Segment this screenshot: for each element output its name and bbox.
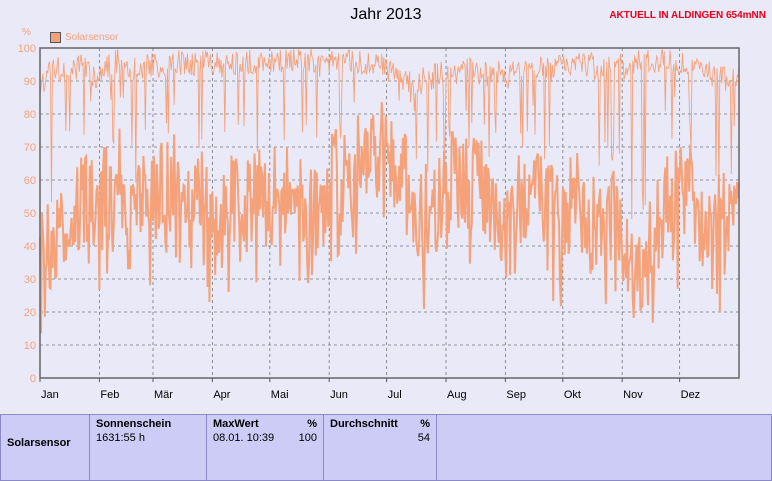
series-layer <box>39 48 740 334</box>
stats-maxwert-cell: MaxWert% 08.01. 10:39 100 <box>206 414 324 481</box>
stats-maxwert-time: 08.01. 10:39 <box>213 432 275 444</box>
stats-sensor-cell: Solarsensor <box>0 414 90 481</box>
x-tick-label: Nov <box>623 389 643 401</box>
stats-durchschnitt-cell: Durchschnitt% 54 <box>323 414 437 481</box>
y-tick-label: 20 <box>24 307 36 319</box>
legend: Solarsensor <box>50 32 118 43</box>
stats-sensor-label: Solarsensor <box>7 437 71 449</box>
series-line-solarsensor-max <box>39 48 740 219</box>
chart-title: Jahr 2013 <box>350 6 422 23</box>
x-tick-label: Aug <box>447 389 467 401</box>
x-tick-label: Jul <box>388 389 402 401</box>
station-label: AKTUELL IN ALDINGEN 654mNN <box>609 10 766 21</box>
x-tick-label: Dez <box>681 389 701 401</box>
x-tick-label: Sep <box>506 389 526 401</box>
stats-durchschnitt-value: 54 <box>417 432 430 444</box>
series-line-solarsensor <box>39 102 740 334</box>
stats-durchschnitt-label: Durchschnitt <box>330 418 398 430</box>
stats-durchschnitt-unit: % <box>420 418 430 430</box>
y-axis: 0 10 20 30 40 50 60 70 80 90 100 <box>18 43 36 385</box>
grid <box>40 48 739 378</box>
y-tick-label: 80 <box>24 109 36 121</box>
x-tick-label: Apr <box>213 389 230 401</box>
legend-label: Solarsensor <box>65 32 119 43</box>
stats-sonnenschein-cell: Sonnenschein 1631:55 h <box>89 414 207 481</box>
y-tick-label: 0 <box>30 373 36 385</box>
stats-empty-cell <box>436 414 772 481</box>
stats-maxwert-value: 100 <box>298 432 317 444</box>
y-axis-unit: % <box>22 27 31 38</box>
y-tick-label: 50 <box>24 208 36 220</box>
stats-maxwert-unit: % <box>307 418 317 430</box>
x-axis: Jan Feb Mär Apr Mai Jun Jul Aug Sep Okt Nov Dez <box>39 378 701 401</box>
y-tick-label: 70 <box>24 142 36 154</box>
y-tick-label: 10 <box>24 340 36 352</box>
y-tick-label: 30 <box>24 274 36 286</box>
chart: 0 10 20 30 40 50 60 70 80 90 100 Jan Feb Mär Apr Mai Ju… <box>18 43 740 401</box>
stats-sonnenschein-value: 1631:55 h <box>96 432 145 444</box>
y-tick-label: 100 <box>18 43 36 55</box>
x-tick-label: Okt <box>564 389 581 401</box>
plot-frame <box>39 47 740 379</box>
y-tick-label: 60 <box>24 175 36 187</box>
stats-table: Solarsensor Sonnenschein 1631:55 h MaxWe… <box>0 414 772 481</box>
legend-swatch <box>50 32 61 43</box>
stats-sonnenschein-label: Sonnenschein <box>96 418 172 430</box>
y-tick-label: 90 <box>24 76 36 88</box>
x-tick-label: Mai <box>271 389 289 401</box>
stats-maxwert-label: MaxWert <box>213 418 259 430</box>
x-tick-label: Mär <box>154 389 173 401</box>
x-tick-label: Feb <box>100 389 119 401</box>
x-tick-label: Jun <box>330 389 348 401</box>
y-tick-label: 40 <box>24 241 36 253</box>
x-tick-label: Jan <box>41 389 59 401</box>
